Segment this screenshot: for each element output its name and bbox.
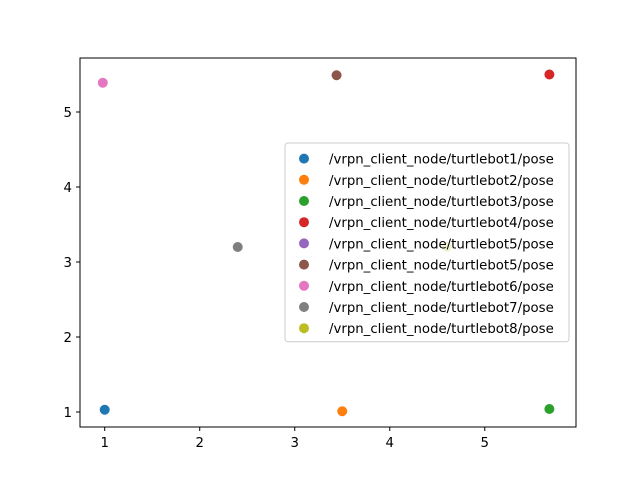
x-tick-label: 3 (291, 436, 299, 451)
legend-marker (299, 280, 309, 291)
legend-marker (299, 259, 309, 270)
y-tick-label: 3 (64, 256, 72, 271)
data-point-series-7-0 (232, 242, 243, 252)
data-point-series-3-0 (544, 69, 555, 80)
x-tick-label: 1 (100, 436, 108, 451)
plot-area-frame (79, 57, 577, 428)
legend-marker (299, 323, 309, 334)
legend-marker (299, 217, 309, 228)
y-tick-label: 1 (64, 406, 72, 421)
x-tick-label: 4 (386, 436, 394, 451)
legend: /vrpn_client_node/turtlebot1/pose/vrpn_c… (284, 142, 570, 343)
legend-label: /vrpn_client_node/turtlebot1/pose (329, 153, 554, 168)
y-tick-label: 4 (64, 181, 72, 196)
legend-marker (299, 196, 309, 206)
legend-label: /vrpn_client_node/turtlebot5/pose (329, 259, 554, 274)
x-tick-label: 5 (481, 436, 489, 451)
y-tick-label: 2 (64, 331, 72, 346)
legend-box (284, 142, 570, 343)
legend-label: /vrpn_client_node/turtlebot3/pose (329, 195, 554, 210)
legend-label: /vrpn_client_node/turtlebot7/pose (329, 301, 554, 316)
legend-marker (299, 238, 309, 249)
data-points-layer (97, 69, 555, 417)
y-axis: 1 2 3 4 5 (64, 106, 80, 421)
x-axis: 1 2 3 4 5 (100, 427, 489, 451)
legend-marker (299, 174, 309, 185)
legend-marker (299, 153, 309, 164)
data-point-series-5-0 (331, 70, 342, 81)
data-point-series-0-0 (99, 404, 110, 415)
legend-label: /vrpn_client_node/turtlebot5/pose (329, 237, 554, 252)
legend-label: /vrpn_client_node/turtlebot4/pose (329, 216, 554, 231)
legend-label: /vrpn_client_node/turtlebot2/pose (329, 174, 554, 189)
data-point-series-2-0 (544, 404, 555, 414)
legend-label: /vrpn_client_node/turtlebot8/pose (329, 322, 554, 337)
data-point-series-1-0 (337, 406, 348, 417)
legend-label: /vrpn_client_node/turtlebot6/pose (329, 280, 554, 295)
data-point-series-6-0 (97, 77, 108, 88)
x-tick-label: 2 (195, 436, 203, 451)
legend-marker (299, 302, 309, 312)
y-tick-label: 5 (64, 106, 72, 121)
